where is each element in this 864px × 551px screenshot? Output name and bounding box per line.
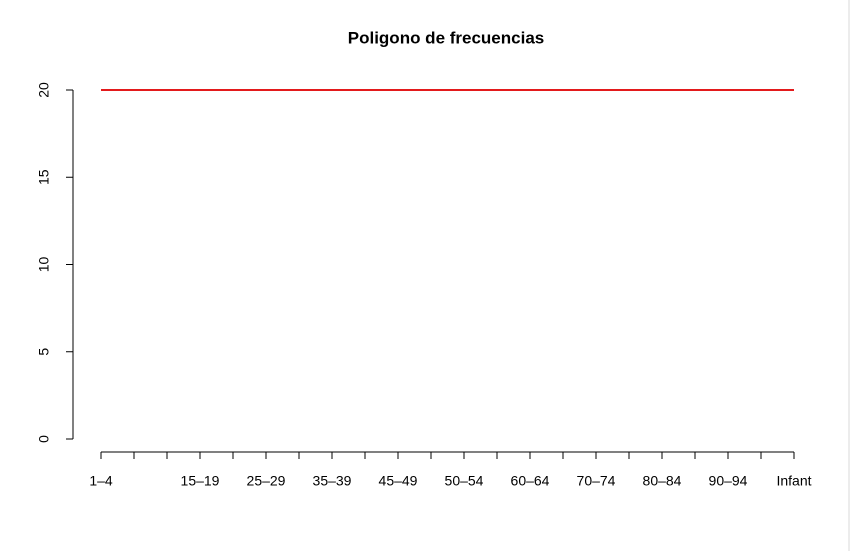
y-tick-label: 10	[36, 257, 52, 273]
y-tick-label: 5	[36, 348, 52, 356]
x-tick-label: 80–84	[643, 473, 682, 489]
x-tick-label: 70–74	[577, 473, 616, 489]
x-tick-label: Infant	[776, 473, 811, 489]
x-tick-label: 35–39	[313, 473, 352, 489]
x-tick-label: 60–64	[511, 473, 550, 489]
x-tick-label: 25–29	[247, 473, 286, 489]
x-tick-label: 50–54	[445, 473, 484, 489]
y-tick-label: 0	[36, 435, 52, 443]
x-tick-label: 1–4	[89, 473, 113, 489]
y-tick-label: 15	[36, 169, 52, 185]
y-tick-label: 20	[36, 82, 52, 98]
x-tick-label: 15–19	[181, 473, 220, 489]
chart-title: Poligono de frecuencias	[348, 28, 545, 47]
x-tick-label: 90–94	[709, 473, 748, 489]
x-tick-label: 45–49	[379, 473, 418, 489]
